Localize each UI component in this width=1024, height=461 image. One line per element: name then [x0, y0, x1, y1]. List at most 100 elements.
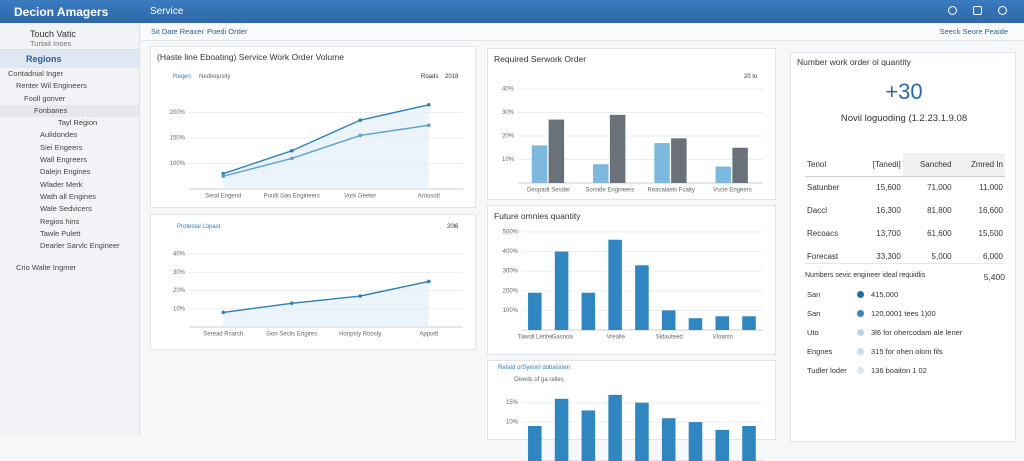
nav-item[interactable]: Fonbanes [0, 104, 139, 118]
line [223, 104, 429, 175]
x-tick-label: Honpsty Roosty [339, 332, 381, 338]
bar [608, 394, 622, 461]
filter[interactable]: Roads [421, 74, 439, 80]
table-row: Recoacs 13,700 61,600 15,500 [805, 222, 1005, 245]
y-tick-label: 10% [506, 420, 519, 426]
nav-item[interactable]: Fooll gonver [24, 93, 66, 103]
user-name: Touch Vatic [30, 29, 76, 39]
y-tick-label: 40% [173, 252, 186, 258]
icon[interactable] [973, 6, 982, 15]
point [221, 171, 226, 176]
bar [654, 143, 670, 183]
chart: 100% 150% 200% Seral Engend Poutll Gas Engin… [170, 103, 463, 200]
dot [857, 310, 864, 317]
bar [715, 166, 732, 183]
bar [593, 164, 609, 183]
bar [742, 316, 756, 330]
legend-item: Nedlequsity [199, 74, 231, 80]
x-tick-label: Gon Seciis Engires [266, 332, 317, 338]
cell: 81,800 [927, 206, 952, 215]
nav-item[interactable]: Regios hins [40, 216, 80, 226]
item-text: 136 boaiton 1 02 [871, 366, 927, 375]
table-row: Forecast 33,300 5,000 6,000 [805, 245, 1005, 268]
x-tick-label: Deopadt Sesder [527, 188, 570, 194]
y-tick-label: 20% [173, 288, 186, 294]
item-text: 120,0001 tees 1)00 [871, 309, 936, 318]
bar [609, 114, 626, 183]
line [223, 124, 429, 177]
cell: 5,000 [931, 252, 952, 261]
item-text: 415,000 [871, 290, 899, 299]
bar [581, 292, 596, 330]
user[interactable]: Touch Vatic Turtait Inoes [0, 23, 139, 50]
item-name: San [807, 309, 821, 318]
cell: 16,600 [978, 206, 1003, 215]
crumb[interactable]: Sit Date Reaxer [151, 27, 204, 36]
panel-title: (Haste line Eboating) Service Work Order… [157, 52, 344, 62]
bar [661, 310, 676, 330]
y-tick-label: 200% [503, 288, 519, 294]
nav-item[interactable]: Wale Sedvicers [40, 204, 92, 214]
year-select[interactable]: 20l6 [447, 224, 459, 230]
x-tick-label: Seral Engend [205, 194, 241, 200]
header-cell: [Tanedi] [872, 159, 901, 169]
icon[interactable] [998, 6, 1007, 15]
nav-item[interactable]: Wall Engreers [40, 155, 87, 165]
bar [528, 426, 542, 461]
nav-item[interactable]: Wlader Merk [40, 179, 83, 189]
nav-item[interactable]: Dearler Sarvlc Engineer [40, 241, 120, 251]
icon[interactable] [948, 6, 957, 15]
point [426, 123, 431, 128]
legend-row: Engnes 315 for ohen olom fils [807, 342, 1007, 361]
panel: 10% 20% 30% 40% Deopadt Sesder Sorside Engine… [487, 48, 776, 200]
nav-item[interactable]: Tayl Region [58, 118, 98, 128]
kpi: +30 [885, 79, 923, 104]
nav-item[interactable]: Dalejn Engines [40, 167, 91, 177]
brand[interactable]: Decion Amagers [14, 5, 109, 19]
x-tick-label: Tawoll Lenter [518, 335, 553, 341]
ideal-label: Numbers sevic engineer ideal requidlis [805, 272, 926, 279]
table-row: Daccl 16,300 81,800 16,600 [805, 199, 1005, 222]
bar [715, 429, 730, 461]
user-role: Turtait Inoes [30, 39, 72, 48]
top-bar: Decion Amagers Service [0, 0, 1024, 23]
cell: Satunber [807, 183, 840, 193]
x-tick-label: Appuitt [419, 332, 438, 338]
legend-list: San 415,000 San 120,0001 tees 1)00 Uto 3l6 fo… [807, 285, 1007, 380]
kpi-note: Novil loguoding (1.2.23.1.9.08 [840, 113, 968, 124]
x-tick-label: Gasnoa [552, 335, 574, 341]
x-tick-label: Poutll Gas Engineers [264, 194, 320, 200]
y-tick-label: 15% [506, 400, 519, 406]
nav-heading[interactable]: Regions [0, 50, 139, 68]
nav-item[interactable]: Aulidondes [40, 130, 78, 140]
nav-item[interactable]: Siei Engeers [40, 142, 83, 152]
nav-item[interactable]: Tawle Pulett [40, 228, 81, 238]
bar [715, 316, 730, 330]
nav-item[interactable]: Crio Walte Ingmer [16, 263, 77, 273]
panel: 10% 15% Retaid orSyeonl dobaisoen Oiveds … [487, 360, 776, 461]
action[interactable]: Seeck Seore Peaide [939, 27, 1008, 36]
cell: 15,500 [978, 229, 1003, 238]
y-tick-label: 20% [502, 134, 515, 140]
legend-row: San 120,0001 tees 1)00 [807, 304, 1007, 323]
x-tick-label: Sidauteed [656, 335, 683, 341]
nav-item[interactable]: Renter Wil Engineers [16, 81, 87, 91]
nav-item[interactable]: Wath all Engines [40, 191, 97, 201]
panel: 100% 200% 300% 400% 500% Tawoll Lenter Gasnoa V… [487, 205, 776, 355]
dot [857, 329, 864, 336]
item-name: Engnes [807, 347, 833, 356]
bar [554, 251, 569, 330]
nav-item[interactable]: Contadnial Inger [8, 69, 64, 78]
year-select[interactable]: 20 lo [744, 74, 758, 80]
item-name: Uto [807, 328, 819, 337]
line [223, 280, 429, 314]
legend-item: Oiveds of ga ralles [514, 377, 564, 383]
cell: 61,600 [927, 229, 952, 238]
bar [688, 318, 703, 330]
crumb[interactable]: Poedi Order [207, 27, 248, 36]
section[interactable]: Service [150, 6, 184, 17]
panel-title: Number work order ol quantity [797, 57, 911, 67]
point [289, 148, 294, 153]
year-select[interactable]: 2018 [445, 74, 459, 80]
